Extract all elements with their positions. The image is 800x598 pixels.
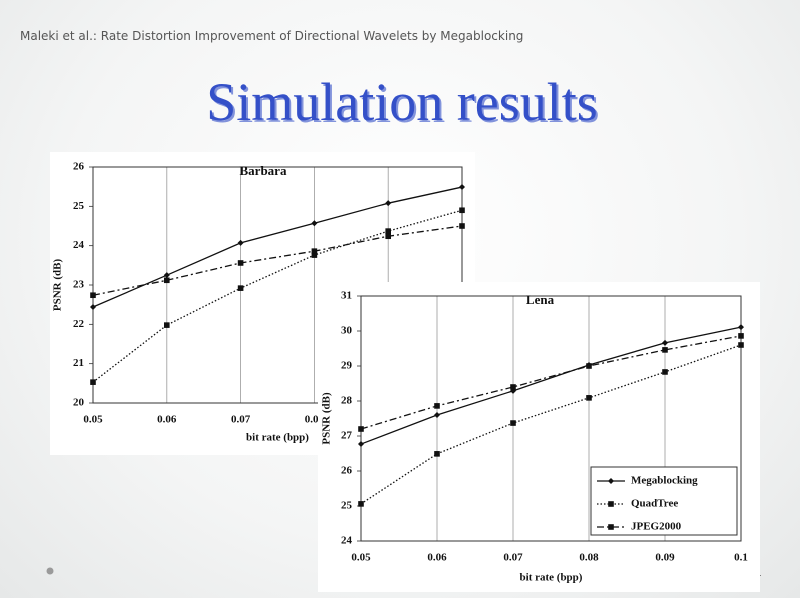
y-tick-label: 24 [73,239,85,251]
marker [90,304,96,311]
title-shadow: Simulation results [208,74,600,134]
marker [358,441,364,448]
series-line [360,335,742,430]
marker [358,501,364,507]
marker [358,426,364,432]
x-tick-label: 0.07 [231,414,251,426]
marker [385,200,392,207]
legend-label: Megablocking [631,475,698,487]
y-tick-label: 20 [73,397,85,409]
series-line [360,344,742,505]
legend-label: JPEG2000 [631,521,682,533]
marker [434,403,440,409]
x-tick-label: 0.08 [579,552,599,564]
slide-header: Maleki et al.: Rate Distortion Improveme… [20,29,523,43]
chart-title: Lena [526,292,555,307]
x-tick-label: 0.05 [83,414,103,426]
y-tick-label: 29 [341,360,353,372]
marker [738,342,744,348]
marker [586,363,592,369]
plot-frame [360,295,742,542]
marker [90,379,96,385]
marker [385,233,391,240]
x-tick-label: 0.1 [734,552,748,564]
bullet-dot [46,567,54,575]
marker [434,451,440,457]
marker [608,478,614,484]
y-tick-label: 26 [341,465,353,477]
x-tick-label: 0.06 [427,552,447,564]
y-tick-label: 23 [73,279,85,291]
x-tick-label: 0.09 [655,552,675,564]
series-line [360,326,742,445]
marker [662,339,668,346]
marker [237,260,244,266]
series-line [92,209,463,383]
marker [510,384,516,390]
y-tick-label: 27 [341,430,353,442]
slide-title: Simulation results [206,72,598,132]
x-tick-label: 0.05 [351,552,371,564]
y-axis-label: PSNR (dB) [52,259,64,312]
y-tick-label: 24 [341,535,353,547]
marker [586,395,592,401]
x-tick-label: 0.06 [157,414,177,426]
y-axis-label: PSNR (dB) [321,392,333,445]
y-tick-label: 28 [341,395,353,407]
marker [164,322,170,328]
series-line [92,186,463,308]
x-axis-label: bit rate (bpp) [520,572,583,584]
marker [311,220,318,227]
legend-box [590,466,738,536]
y-tick-label: 22 [73,318,85,330]
marker [662,369,668,375]
chart-title: Barbara [240,163,287,178]
marker [434,412,440,418]
y-tick-label: 25 [341,500,353,512]
marker [459,223,465,229]
series-line [92,225,463,296]
marker [608,501,614,507]
legend-label: QuadTree [631,498,678,510]
marker [163,272,170,279]
marker [164,277,170,284]
marker [510,420,516,426]
y-tick-label: 30 [341,325,353,337]
marker [237,285,244,291]
y-tick-label: 31 [341,290,352,302]
chart-background [318,282,760,592]
x-tick-label: 0.07 [503,552,523,564]
y-tick-label: 26 [73,161,85,173]
marker [90,292,96,299]
marker [311,248,318,254]
chart: 0.05 0.06 0.07 0.08 0.09 0.1 24 25 26 27 28 29 30 31 L… [318,282,760,592]
y-tick-label: 25 [73,200,85,212]
marker [311,252,318,258]
marker [237,239,244,246]
marker [608,524,614,530]
y-tick-label: 21 [73,357,84,369]
marker [662,347,668,353]
marker [738,324,744,331]
marker [459,207,465,214]
marker [459,184,465,191]
marker [385,228,391,234]
x-axis-label: bit rate (bpp) [246,432,309,444]
charts: 0.05 0.06 0.07 0.08 0.09 0.1 20 21 22 23 24 25 26 Bar… [50,152,760,592]
marker [738,333,744,339]
